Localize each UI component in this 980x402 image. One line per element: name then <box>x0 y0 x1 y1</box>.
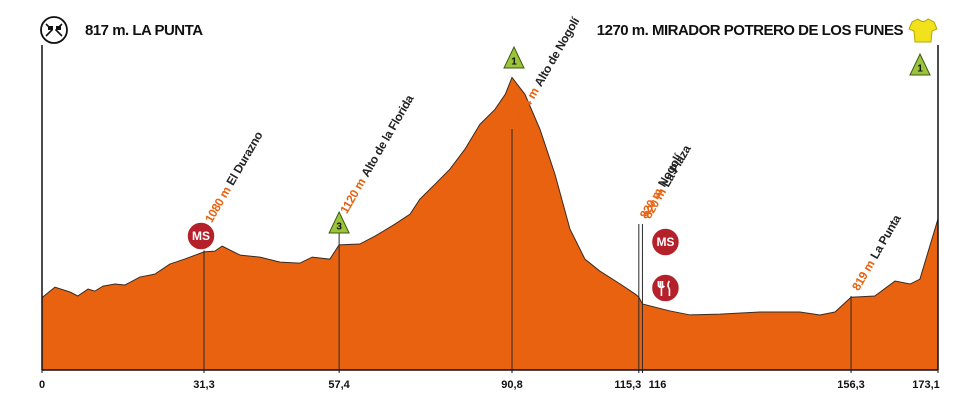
annotation-label: 1120 mAlto de la Florida <box>337 92 417 216</box>
climb-category: 1 <box>511 57 517 68</box>
annotation-label: 2084 mAlto de Nogolí <box>510 14 583 126</box>
annotation-name: La Punta <box>868 212 905 261</box>
x-tick-label: 173,1 <box>912 379 940 391</box>
annotation-label: 820 mLa Plaza <box>641 142 695 221</box>
x-tick-label: 57,4 <box>328 379 350 391</box>
sprint-label: MS <box>192 229 210 243</box>
annotation-elevation: 819 m <box>849 258 877 293</box>
x-tick-label: 0 <box>39 379 45 391</box>
annotation-elevation: 1080 m <box>202 184 234 225</box>
annotation-label: 1080 mEl Durazno <box>202 129 265 225</box>
sprint-marker <box>650 227 681 257</box>
x-tick-label: 156,3 <box>837 379 865 391</box>
x-tick-label: 31,3 <box>193 379 214 391</box>
feed-zone-icon <box>657 280 671 296</box>
feed-zone-circle <box>650 273 681 303</box>
climb-marker <box>909 52 931 76</box>
start-label: 817 m. LA PUNTA <box>85 22 203 39</box>
climb-category: 1 <box>917 64 923 75</box>
sprint-label: MS <box>656 235 674 249</box>
x-tick-label: 116 <box>649 379 667 391</box>
leader-jersey-icon <box>908 18 938 43</box>
feed-zone-marker <box>650 273 681 303</box>
start-icon <box>40 16 68 44</box>
climb-marker <box>328 210 350 234</box>
annotation-name: Alto de Nogolí <box>532 14 583 89</box>
x-tick-label: 115,3 <box>614 379 641 391</box>
annotation-name: El Durazno <box>224 129 266 188</box>
climb-marker <box>503 45 525 69</box>
annotation-name: Alto de la Florida <box>358 92 416 179</box>
finish-label: 1270 m. MIRADOR POTRERO DE LOS FUNES <box>597 22 904 39</box>
annotation-elevation: 1120 m <box>337 176 368 216</box>
elevation-area <box>41 76 939 371</box>
climb-category: 3 <box>336 222 342 233</box>
sprint-marker <box>186 221 216 251</box>
x-tick-label: 90,8 <box>501 379 522 391</box>
